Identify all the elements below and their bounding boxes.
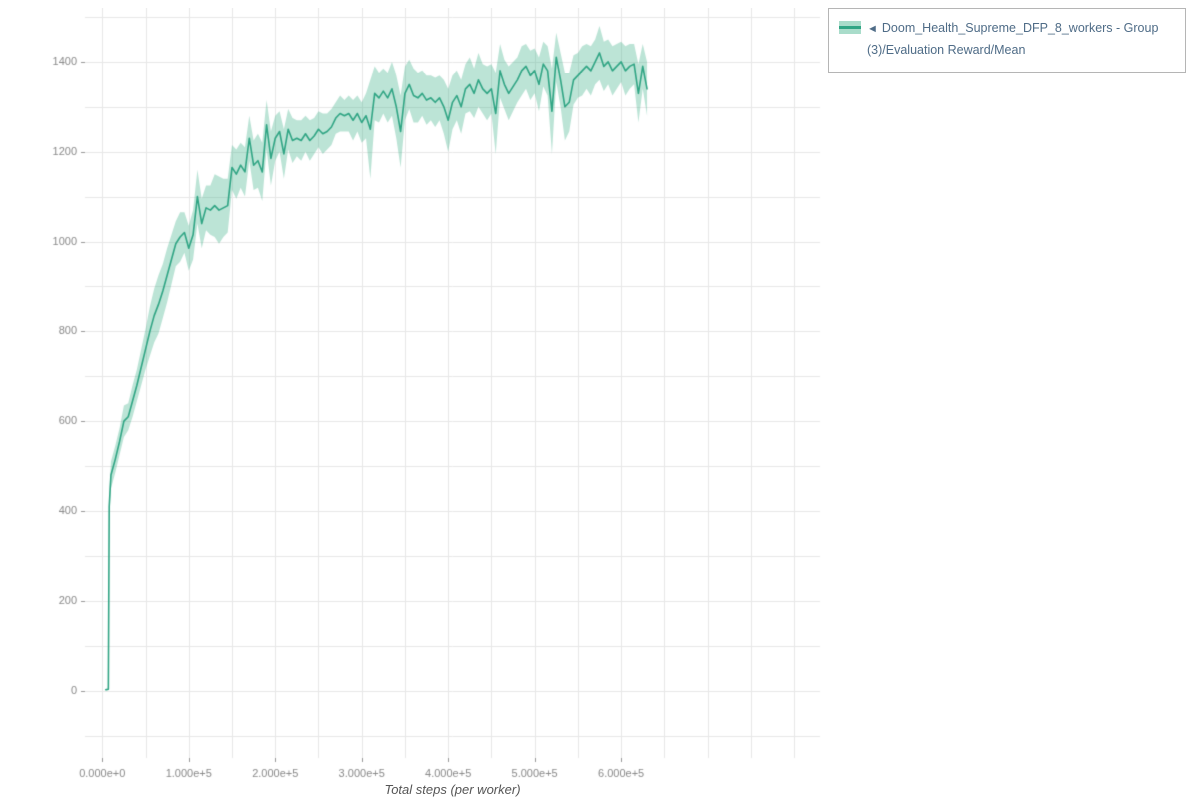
x-axis-label: Total steps (per worker)	[384, 782, 521, 797]
legend-item[interactable]: ◄ Doom_Health_Supreme_DFP_8_workers - Gro…	[839, 18, 1175, 62]
series-line-icon	[839, 26, 861, 29]
collapse-triangle-icon: ◄	[867, 23, 878, 35]
legend-box: ◄ Doom_Health_Supreme_DFP_8_workers - Gro…	[828, 8, 1186, 73]
series-swatch-icon	[839, 21, 861, 34]
legend-text: ◄ Doom_Health_Supreme_DFP_8_workers - Gro…	[867, 18, 1175, 62]
series-name: Doom_Health_Supreme_DFP_8_workers - Grou…	[867, 21, 1159, 57]
